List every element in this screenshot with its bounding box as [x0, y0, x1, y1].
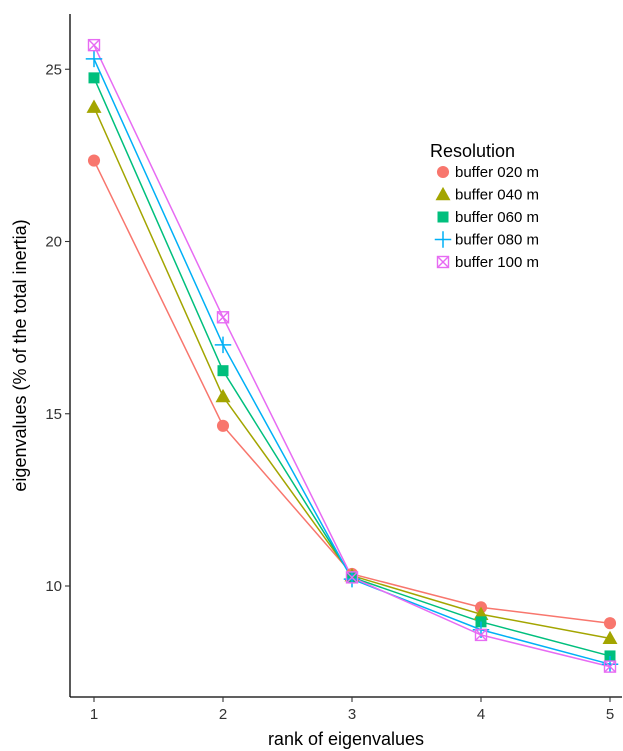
data-point-s2-x5 [602, 630, 618, 645]
data-point-s1-x1 [87, 154, 101, 167]
data-point-s5-x3-box [345, 571, 359, 584]
legend-label-2: buffer 040 m [455, 187, 539, 204]
x-tick-label: 4 [477, 706, 485, 723]
data-point-s1-x2 [216, 419, 230, 432]
legend-key-3 [437, 211, 449, 223]
legend-label-4: buffer 080 m [455, 232, 539, 249]
legend-key-4 [434, 231, 452, 248]
y-tick-label: 15 [45, 406, 62, 423]
data-point-s5-x2-box [216, 311, 230, 324]
legend-key-5-d2 [437, 256, 449, 268]
x-tick-label: 1 [90, 706, 98, 723]
data-point-s5-x5 [603, 660, 617, 673]
data-point-s5-x5-box [603, 660, 617, 673]
data-point-s5-x2 [216, 311, 230, 324]
data-point-s1-x5 [603, 617, 617, 630]
legend-key-5-box [436, 255, 450, 269]
legend-label-3: buffer 060 m [455, 209, 539, 226]
data-point-s3-x2 [217, 365, 229, 377]
data-point-s4-x2 [214, 336, 232, 354]
legend-label-1: buffer 020 m [455, 164, 539, 181]
data-point-s5-x3 [345, 571, 359, 584]
data-point-s5-x1 [87, 38, 101, 52]
legend-key-5 [436, 255, 450, 269]
data-point-s3-x5 [604, 650, 616, 662]
legend-label-5: buffer 100 m [455, 254, 539, 271]
data-point-s5-x4 [474, 628, 488, 642]
data-point-s5-x1-d2 [88, 39, 100, 52]
data-point-s4-x1 [85, 50, 103, 68]
axes: 10 15 20 25 1 2 3 4 5 [45, 14, 622, 723]
x-axis-title: rank of eigenvalues [268, 729, 424, 749]
series-points [85, 38, 619, 673]
data-point-s5-x3-d2 [346, 571, 358, 584]
x-tick-label: 3 [348, 706, 356, 723]
y-tick-label: 20 [45, 234, 62, 251]
data-point-s3-x1 [88, 72, 100, 84]
data-point-s5-x2-d2 [217, 311, 229, 324]
data-point-s5-x4-box [474, 628, 488, 642]
data-point-s5-x1-box [87, 38, 101, 52]
x-tick-label: 2 [219, 706, 227, 723]
y-axis-title: eigenvalues (% of the total inertia) [10, 219, 30, 491]
y-tick-label: 10 [45, 578, 62, 595]
legend-title: Resolution [430, 141, 515, 161]
legend-key-1 [436, 165, 450, 179]
data-point-s2-x2 [215, 388, 231, 403]
data-point-s2-x1 [86, 99, 102, 113]
y-tick-label: 25 [45, 61, 62, 78]
data-point-s5-x4-d2 [475, 628, 487, 641]
legend-key-2 [435, 186, 451, 201]
data-point-s5-x5-d2 [604, 660, 616, 673]
legend: Resolution buffer 020 m buffer 040 m buffe… [430, 141, 539, 271]
x-tick-label: 5 [606, 706, 614, 723]
